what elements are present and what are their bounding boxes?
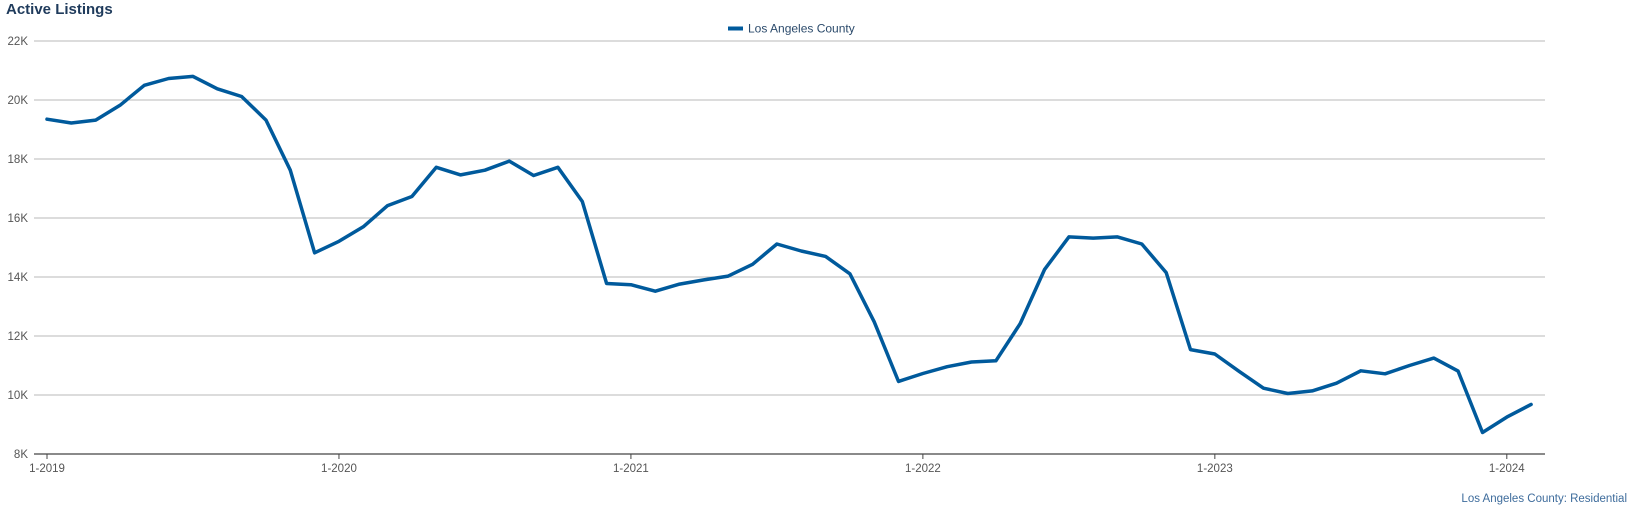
x-tick-label: 1-2019 xyxy=(29,463,65,475)
data-point[interactable] xyxy=(556,165,560,169)
data-point[interactable] xyxy=(1116,235,1120,239)
data-point[interactable] xyxy=(167,77,171,81)
x-tick-label: 1-2021 xyxy=(613,463,649,475)
data-point[interactable] xyxy=(1067,235,1071,239)
series-line-los-angeles-county[interactable] xyxy=(45,74,1533,435)
data-point[interactable] xyxy=(848,272,852,276)
data-point[interactable] xyxy=(288,168,292,172)
y-axis-tick-labels: 8K 10K 12K 14K 16K 18K 20K 22K xyxy=(8,36,29,461)
data-point[interactable] xyxy=(1335,381,1339,385)
y-tick-label: 18K xyxy=(8,154,29,166)
data-point[interactable] xyxy=(824,254,828,258)
data-point[interactable] xyxy=(702,278,706,282)
y-tick-label: 8K xyxy=(14,449,28,461)
data-point[interactable] xyxy=(1140,242,1144,246)
data-point[interactable] xyxy=(653,289,657,293)
data-point[interactable] xyxy=(45,117,49,121)
data-point[interactable] xyxy=(1286,392,1290,396)
x-tick-label: 1-2022 xyxy=(905,463,941,475)
y-tick-label: 16K xyxy=(8,213,29,225)
data-point[interactable] xyxy=(215,87,219,91)
data-point[interactable] xyxy=(434,165,438,169)
data-point[interactable] xyxy=(94,118,98,122)
data-point[interactable] xyxy=(1456,369,1460,373)
data-point[interactable] xyxy=(240,95,244,99)
data-point[interactable] xyxy=(507,159,511,163)
data-point[interactable] xyxy=(361,225,365,229)
data-point[interactable] xyxy=(945,365,949,369)
data-point[interactable] xyxy=(872,320,876,324)
data-point[interactable] xyxy=(1262,386,1266,390)
data-point[interactable] xyxy=(386,204,390,208)
data-point[interactable] xyxy=(1189,348,1193,352)
data-point[interactable] xyxy=(69,121,73,125)
gridlines xyxy=(34,40,1545,396)
data-point[interactable] xyxy=(459,173,463,177)
data-point[interactable] xyxy=(1432,356,1436,360)
data-point[interactable] xyxy=(605,282,609,286)
data-point[interactable] xyxy=(313,251,317,255)
data-point[interactable] xyxy=(994,359,998,363)
series-layer xyxy=(45,74,1533,435)
data-point[interactable] xyxy=(1091,236,1095,240)
data-point[interactable] xyxy=(678,282,682,286)
data-point[interactable] xyxy=(483,168,487,172)
data-point[interactable] xyxy=(1310,389,1314,393)
data-point[interactable] xyxy=(1481,431,1485,435)
data-point[interactable] xyxy=(191,74,195,78)
data-point[interactable] xyxy=(1408,364,1412,368)
data-point[interactable] xyxy=(726,274,730,278)
data-point[interactable] xyxy=(970,360,974,364)
data-point[interactable] xyxy=(1164,271,1168,275)
y-tick-label: 12K xyxy=(8,331,29,343)
data-point[interactable] xyxy=(1237,369,1241,373)
chart-title: Active Listings xyxy=(6,1,113,18)
data-point[interactable] xyxy=(1213,352,1217,356)
data-point[interactable] xyxy=(921,372,925,376)
y-tick-label: 10K xyxy=(8,390,29,402)
data-point[interactable] xyxy=(751,262,755,266)
y-tick-label: 20K xyxy=(8,95,29,107)
x-axis: 1-2019 1-2020 1-2021 1-2022 1-2023 1-2024 xyxy=(29,453,1545,475)
data-point[interactable] xyxy=(629,283,633,287)
data-point[interactable] xyxy=(897,379,901,383)
data-point[interactable] xyxy=(1018,322,1022,326)
data-point[interactable] xyxy=(337,239,341,243)
data-point[interactable] xyxy=(580,200,584,204)
y-tick-label: 22K xyxy=(8,36,29,48)
y-tick-label: 14K xyxy=(8,272,29,284)
data-point[interactable] xyxy=(1359,369,1363,373)
data-point[interactable] xyxy=(532,174,536,178)
data-point[interactable] xyxy=(264,118,268,122)
data-point[interactable] xyxy=(410,195,414,199)
x-tick-label: 1-2024 xyxy=(1489,463,1525,475)
data-point[interactable] xyxy=(118,103,122,107)
data-point[interactable] xyxy=(799,249,803,253)
data-point[interactable] xyxy=(775,242,779,246)
source-label: Los Angeles County: Residential xyxy=(1461,493,1627,505)
x-tick-label: 1-2023 xyxy=(1197,463,1233,475)
x-tick-label: 1-2020 xyxy=(321,463,357,475)
data-point[interactable] xyxy=(1383,372,1387,376)
data-point[interactable] xyxy=(1529,402,1533,406)
data-point[interactable] xyxy=(1505,415,1509,419)
data-point[interactable] xyxy=(142,83,146,87)
legend-item-label[interactable]: Los Angeles County xyxy=(748,22,855,36)
data-point[interactable] xyxy=(1043,268,1047,272)
legend[interactable]: Los Angeles County xyxy=(728,22,855,36)
